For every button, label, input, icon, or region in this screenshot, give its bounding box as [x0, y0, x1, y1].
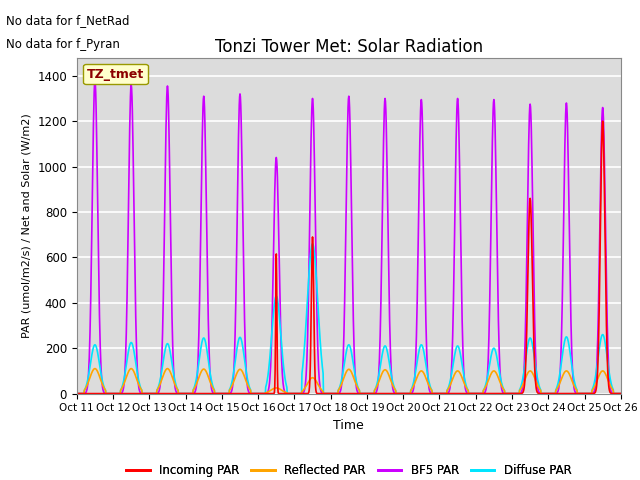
Legend: Incoming PAR, Reflected PAR, BF5 PAR, Diffuse PAR: Incoming PAR, Reflected PAR, BF5 PAR, Di… [121, 459, 577, 480]
Reflected PAR [255, 391, 263, 396]
Title: Tonzi Tower Met: Solar Radiation: Tonzi Tower Met: Solar Radiation [215, 38, 483, 56]
BF5 PAR [255, 391, 263, 396]
Incoming PAR [552, 391, 559, 396]
Diffuse PAR [504, 391, 512, 396]
Incoming PAR [504, 391, 512, 396]
Incoming PAR [599, 118, 607, 124]
Diffuse PAR [433, 391, 441, 396]
Reflected PAR [552, 387, 560, 393]
Text: No data for f_NetRad: No data for f_NetRad [6, 14, 130, 27]
X-axis label: Time: Time [333, 419, 364, 432]
Line: Reflected PAR: Reflected PAR [77, 369, 620, 394]
Line: Incoming PAR: Incoming PAR [77, 121, 620, 394]
Y-axis label: PAR (umol/m2/s) / Net and Solar (W/m2): PAR (umol/m2/s) / Net and Solar (W/m2) [22, 113, 32, 338]
BF5 PAR [616, 391, 624, 396]
Reflected PAR [433, 391, 441, 396]
Incoming PAR [180, 391, 188, 396]
BF5 PAR [433, 391, 441, 396]
Diffuse PAR [552, 386, 560, 392]
Diffuse PAR [194, 368, 202, 373]
Diffuse PAR [180, 391, 188, 396]
Diffuse PAR [308, 241, 316, 247]
Diffuse PAR [255, 391, 262, 396]
BF5 PAR [181, 391, 189, 396]
Text: No data for f_Pyran: No data for f_Pyran [6, 38, 120, 51]
BF5 PAR [73, 391, 81, 396]
BF5 PAR [91, 77, 99, 83]
Incoming PAR [255, 391, 262, 396]
Reflected PAR [73, 391, 81, 396]
BF5 PAR [504, 391, 512, 396]
Incoming PAR [194, 391, 202, 396]
Reflected PAR [194, 377, 202, 383]
Incoming PAR [73, 391, 81, 396]
BF5 PAR [552, 390, 560, 396]
BF5 PAR [194, 357, 202, 362]
Line: BF5 PAR: BF5 PAR [77, 80, 620, 394]
Diffuse PAR [73, 391, 81, 396]
Incoming PAR [433, 391, 441, 396]
Reflected PAR [616, 391, 624, 396]
Reflected PAR [91, 366, 99, 372]
Reflected PAR [181, 391, 189, 396]
Incoming PAR [616, 391, 624, 396]
Line: Diffuse PAR: Diffuse PAR [77, 244, 620, 394]
Diffuse PAR [616, 391, 624, 396]
Reflected PAR [504, 391, 512, 396]
